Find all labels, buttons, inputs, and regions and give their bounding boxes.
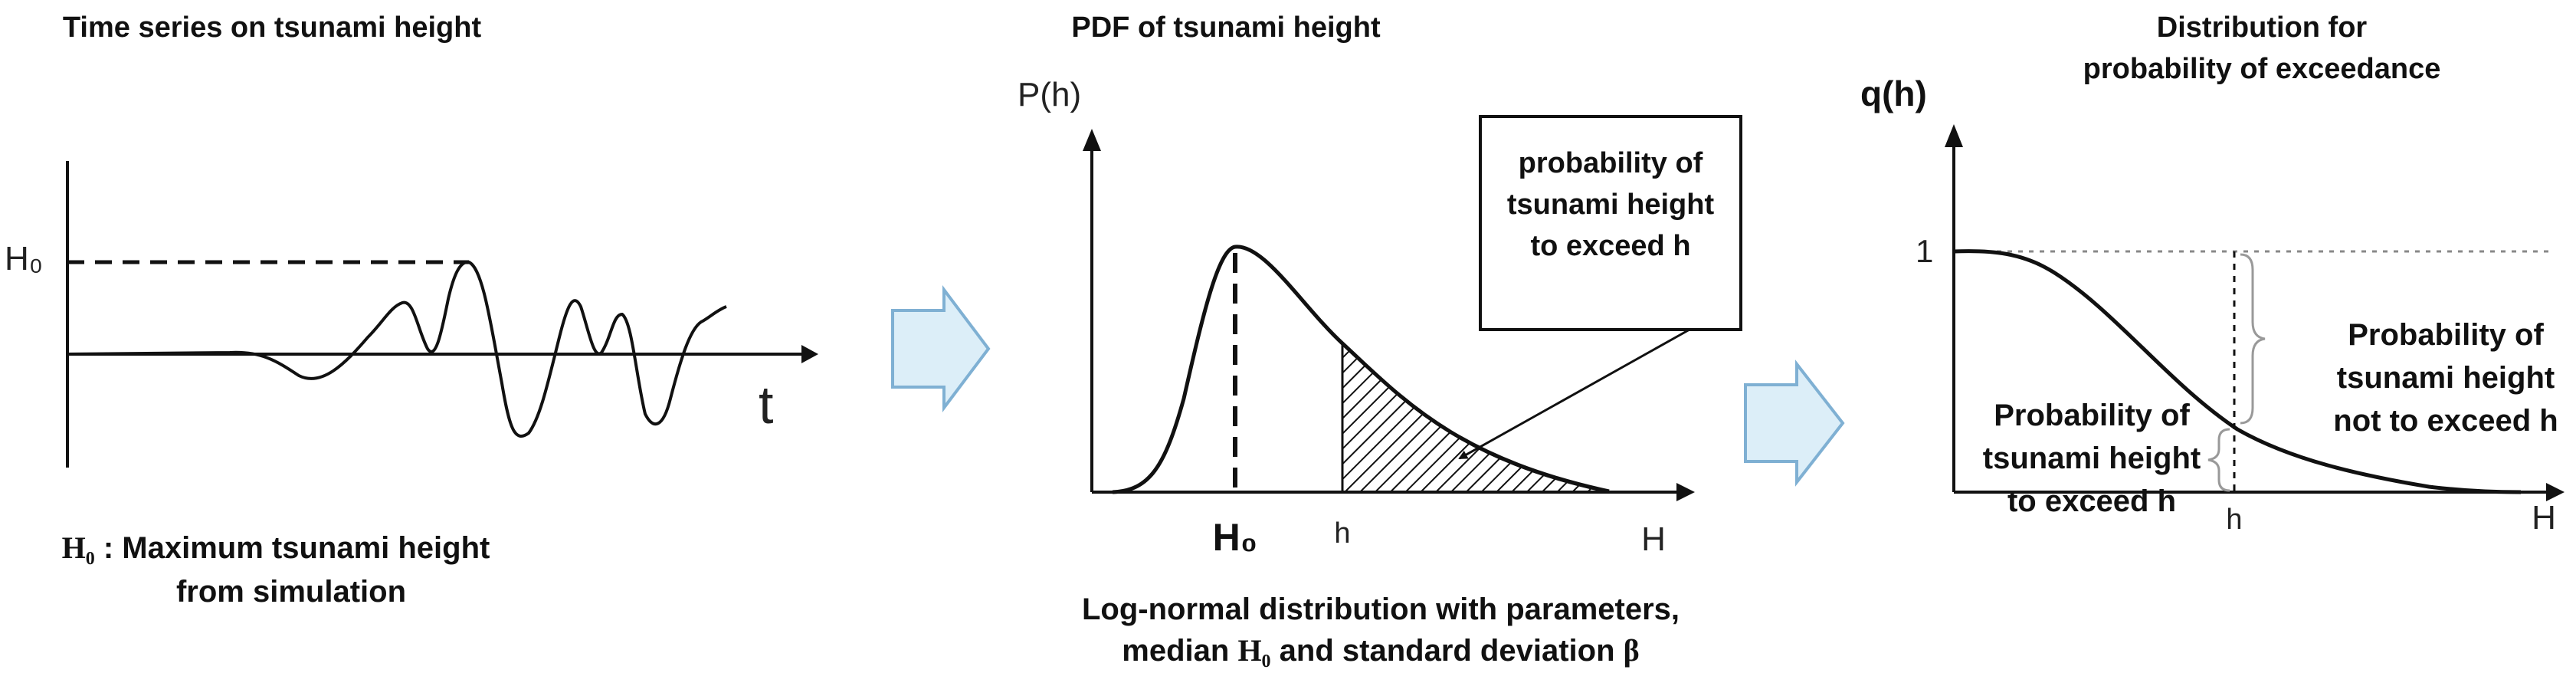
flow-arrow-2 [1744,359,1845,487]
panel2-x-axis-label: H [1641,520,1666,558]
panel3-lower-brace [2207,428,2230,492]
panel2-caption-line1: Log-normal distribution with parameters, [1082,593,1680,626]
panel1-title: Time series on tsunami height [63,11,482,44]
panel2-callout-line3: to exceed h [1530,230,1690,262]
panel2-caption-h0: H₀ [1237,633,1270,668]
panel3-y-arrowhead [1945,124,1963,147]
panel3-lower-label-line2: tsunami height [1983,442,2201,475]
panel-exceedance: Distribution for probability of exceedan… [1860,11,2565,537]
panel1-caption-line1: H₀ : Maximum tsunami height [62,530,490,565]
panel3-upper-label-line3: not to exceed h [2333,404,2558,438]
panel-pdf: PDF of tsunami height P(h) H₀ h H probab… [1018,11,1742,668]
panel1-caption-rest: : Maximum tsunami height [95,531,490,565]
panel-time-series: Time series on tsunami height H₀ t H₀ : … [5,11,818,609]
panel3-lower-label-line1: Probability of [1994,399,2190,432]
flow-arrow-1 [891,285,991,412]
panel2-caption-beta: β [1624,633,1640,668]
panel2-pdf-curve [1112,245,1610,494]
panel3-title-line1: Distribution for [2157,11,2368,44]
panel3-upper-label-line1: Probability of [2348,318,2544,352]
panel3-y-tick-1: 1 [1916,233,1933,269]
panel2-caption-median: median [1122,634,1237,668]
panel2-callout-box [1479,115,1742,331]
panel2-h-label: h [1334,517,1350,550]
panel1-caption-line2: from simulation [176,575,406,609]
panel2-caption-line2: median H₀ and standard deviation β [1122,633,1639,668]
panel2-title: PDF of tsunami height [1071,11,1381,44]
panel2-callout-pointer-arrow [1458,328,1690,460]
panel1-x-axis-label: t [759,375,773,435]
panel3-x-arrowhead [2546,483,2565,501]
panel3-y-axis-label: q(h) [1860,74,1927,113]
panel1-caption-h0: H₀ [62,530,95,565]
panel2-callout-line2: tsunami height [1507,189,1715,221]
panel3-lower-label-line3: to exceed h [2007,484,2176,518]
panel2-y-arrowhead [1083,129,1101,151]
panel2-y-axis-label: P(h) [1018,76,1081,113]
panel2-mode-label: H₀ [1213,516,1258,559]
panel1-y-tick-h0: H₀ [5,240,43,277]
panel1-x-arrowhead [801,345,818,363]
panel3-exceedance-curve [1953,249,2522,494]
panel3-upper-brace [2240,253,2266,425]
panel3-h-label: h [2226,504,2242,536]
panel2-x-arrowhead [1676,483,1695,501]
panel2-exceedance-hatched-area [1341,340,1603,494]
panel1-time-series-curve [67,260,727,438]
panel2-callout-line1: probability of [1519,147,1703,179]
panel2-caption-stddev: and standard deviation [1271,634,1624,668]
panel3-x-axis-label: H [2532,499,2556,537]
panel3-title-line2: probability of exceedance [2083,53,2441,85]
panel3-upper-label-line2: tsunami height [2337,361,2555,395]
